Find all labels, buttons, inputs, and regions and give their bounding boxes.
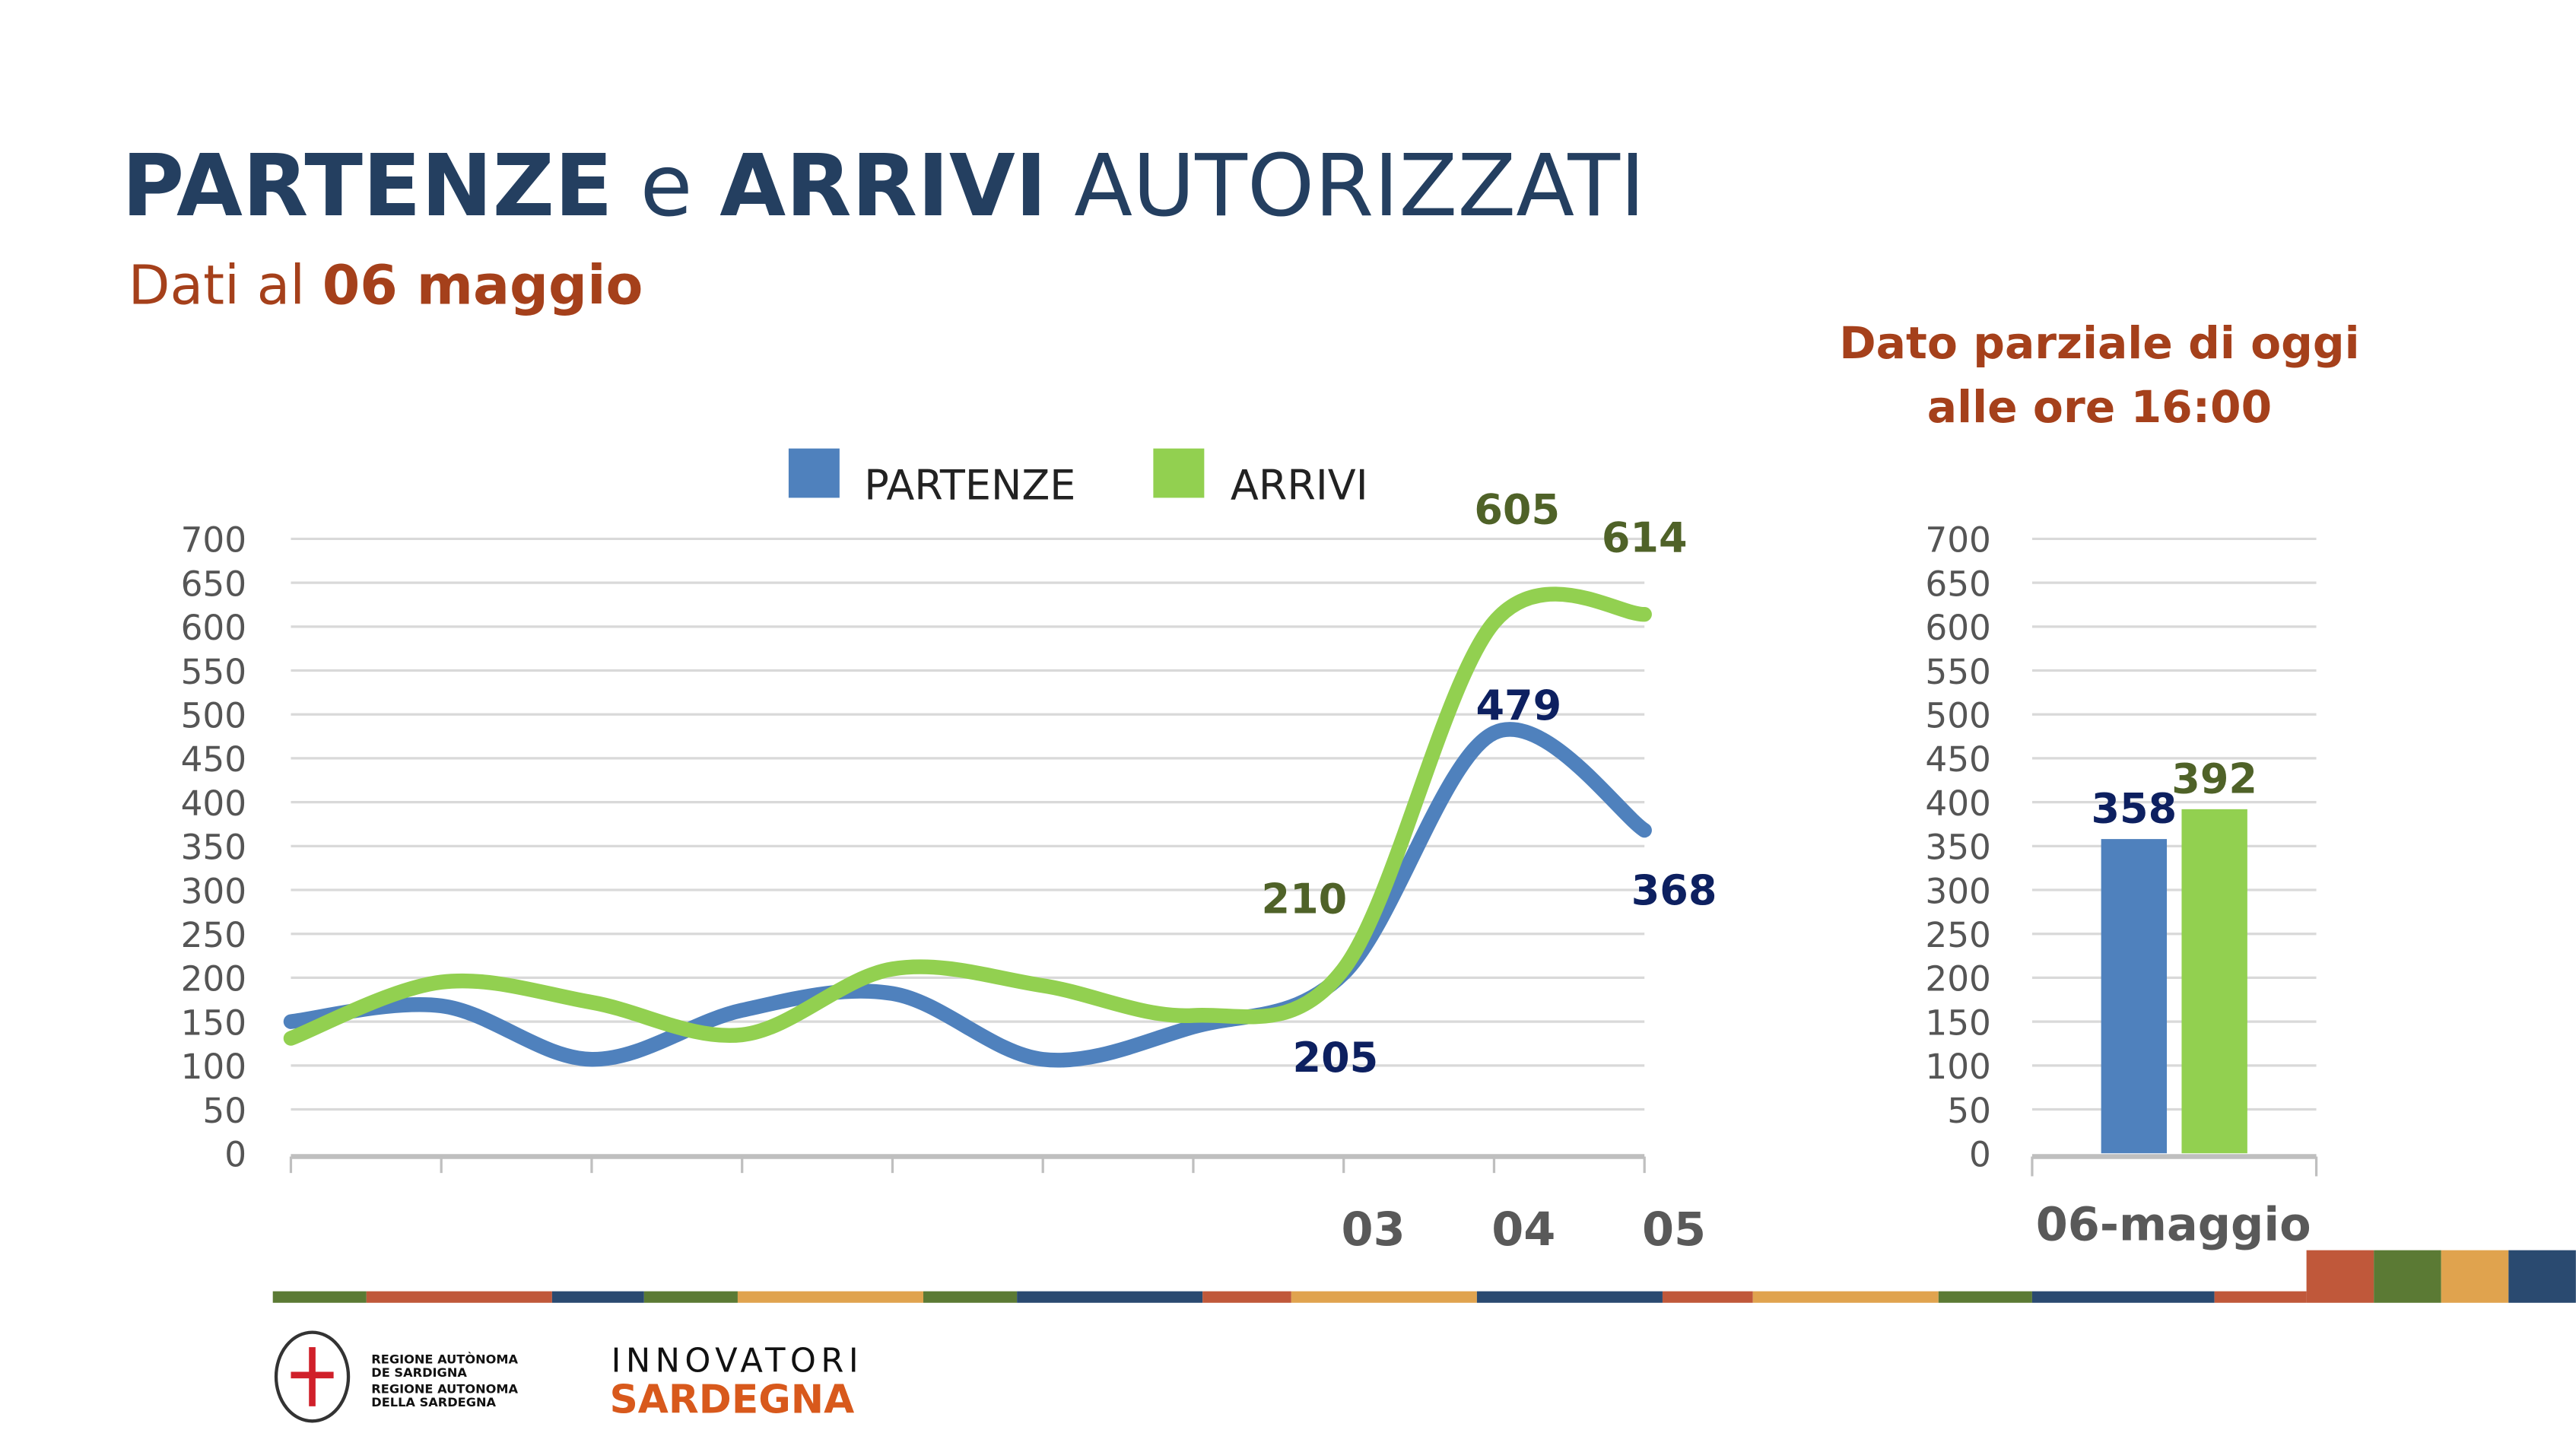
data-label-arrivi: 392 <box>2171 755 2257 802</box>
y-tick-label: 250 <box>181 915 247 955</box>
x-tick-label: 06-maggio <box>2036 1199 2311 1252</box>
data-label-arrivi: 605 <box>1474 485 1560 533</box>
band-segment <box>1017 1291 1203 1303</box>
y-tick-label: 300 <box>181 871 247 911</box>
band-segment <box>1752 1291 1939 1303</box>
y-tick-label: 650 <box>181 564 247 604</box>
y-tick-label: 500 <box>1925 696 1991 736</box>
color-band <box>272 1250 2576 1303</box>
region-logo-text: REGIONE AUTÒNOMA <box>371 1352 518 1367</box>
y-tick-label: 700 <box>181 520 247 561</box>
y-tick-label: 150 <box>1925 1003 1991 1043</box>
y-tick-label: 50 <box>1947 1091 1991 1131</box>
bar-arrivi <box>2181 809 2247 1154</box>
band-segment <box>2031 1291 2215 1303</box>
band-block <box>2374 1250 2441 1303</box>
y-tick-label: 0 <box>1969 1135 1991 1175</box>
band-block <box>2306 1250 2374 1303</box>
y-tick-label: 350 <box>1925 828 1991 868</box>
slide-title: PARTENZE e ARRIVI AUTORIZZATI <box>122 137 1645 236</box>
line-chart: 0501001502002503003504004505005506006507… <box>181 485 1717 1257</box>
band-segment <box>923 1291 1018 1303</box>
band-segment <box>1476 1291 1663 1303</box>
band-segment <box>737 1291 924 1303</box>
y-tick-label: 600 <box>1925 608 1991 648</box>
band-segment <box>1291 1291 1477 1303</box>
y-tick-label: 50 <box>202 1091 246 1131</box>
series-line-arrivi <box>283 586 1652 1046</box>
y-tick-label: 0 <box>224 1135 246 1175</box>
y-tick-label: 400 <box>181 783 247 824</box>
bar-chart: 0501001502002503003504004505005506006507… <box>1925 520 2318 1252</box>
innovatori-logo: INNOVATORI SARDEGNA <box>609 1342 863 1422</box>
y-tick-label: 250 <box>1925 915 1991 955</box>
y-tick-label: 450 <box>181 739 247 780</box>
x-tick-label: 05 <box>1642 1203 1706 1257</box>
region-logo-text: DELLA SARDEGNA <box>371 1395 496 1409</box>
band-segment <box>366 1291 552 1303</box>
data-label-partenze: 368 <box>1631 866 1717 914</box>
legend-swatch-arrivi <box>1153 448 1205 498</box>
y-tick-label: 100 <box>1925 1047 1991 1087</box>
y-tick-label: 200 <box>181 959 247 999</box>
x-tick-label: 04 <box>1491 1203 1555 1257</box>
band-block <box>2508 1250 2576 1303</box>
data-label-arrivi: 614 <box>1602 514 1688 562</box>
legend-label-arrivi: ARRIVI <box>1231 462 1368 510</box>
region-logo-text: REGIONE AUTONOMA <box>371 1382 518 1397</box>
band-segment <box>1938 1291 2032 1303</box>
slide-subtitle: Dati al 06 maggio <box>129 254 643 317</box>
series-line-partenze <box>283 722 1652 1068</box>
region-logo: REGIONE AUTÒNOMA DE SARDIGNA REGIONE AUT… <box>274 1330 519 1423</box>
legend-label-partenze: PARTENZE <box>864 462 1075 510</box>
y-tick-label: 550 <box>181 652 247 692</box>
band-segment <box>1662 1291 1753 1303</box>
y-tick-label: 550 <box>1925 652 1991 692</box>
legend-swatch-partenze <box>788 448 840 498</box>
band-block <box>2441 1250 2509 1303</box>
y-tick-label: 400 <box>1925 783 1991 824</box>
band-segment <box>272 1291 367 1303</box>
data-label-arrivi: 210 <box>1262 875 1348 923</box>
y-tick-label: 300 <box>1925 871 1991 911</box>
y-tick-label: 500 <box>181 696 247 736</box>
bar-partenze <box>2101 839 2168 1154</box>
partial-note-line2: alle ore 16:00 <box>1927 381 2272 433</box>
partial-note-line1: Dato parziale di oggi <box>1839 317 2359 369</box>
innovatori-logo-bottom: SARDEGNA <box>609 1377 854 1422</box>
y-tick-label: 200 <box>1925 959 1991 999</box>
y-tick-label: 100 <box>181 1047 247 1087</box>
band-segment <box>643 1291 738 1303</box>
y-tick-label: 650 <box>1925 564 1991 604</box>
region-logo-text: DE SARDIGNA <box>371 1365 467 1380</box>
band-segment <box>1202 1291 1291 1303</box>
y-tick-label: 450 <box>1925 739 1991 780</box>
band-segment <box>2214 1291 2307 1303</box>
y-tick-label: 350 <box>181 828 247 868</box>
y-tick-label: 700 <box>1925 520 1991 561</box>
y-tick-label: 600 <box>181 608 247 648</box>
data-label-partenze: 205 <box>1293 1034 1379 1082</box>
innovatori-logo-top: INNOVATORI <box>611 1342 863 1380</box>
y-tick-label: 150 <box>181 1003 247 1043</box>
x-tick-label: 03 <box>1341 1203 1405 1257</box>
band-segment <box>551 1291 644 1303</box>
data-label-partenze: 358 <box>2091 784 2177 832</box>
data-label-partenze: 479 <box>1475 682 1561 729</box>
